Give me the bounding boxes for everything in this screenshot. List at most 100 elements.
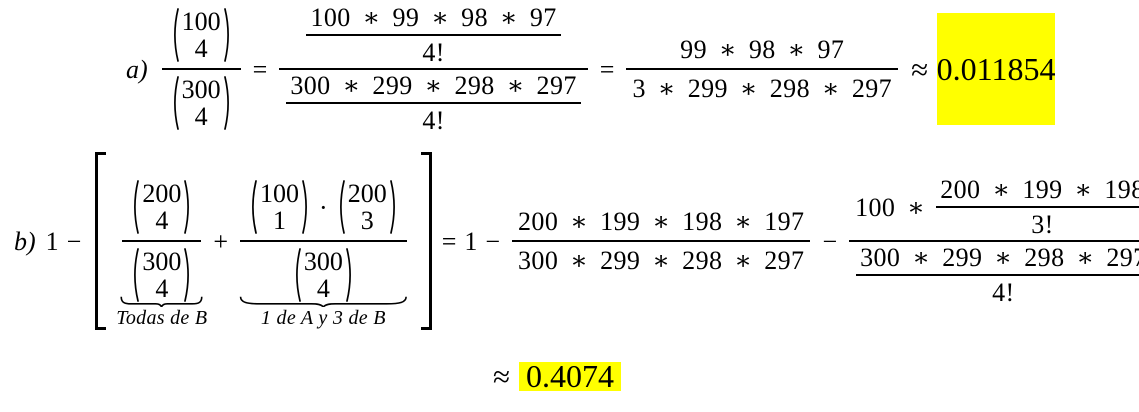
binom-bottom: 3 (360, 206, 374, 235)
binom-top: 300 (142, 247, 182, 276)
mini-denominator: 4! (856, 274, 1139, 306)
binom-top: 300 (303, 247, 343, 276)
binomial-stack: 100 1 (258, 180, 301, 234)
binom-top: 100 (260, 179, 300, 208)
denominator: 300 4 (161, 68, 241, 132)
mini-numerator: 200 ∗ 199 ∗ 198 (940, 175, 1139, 204)
fraction-expanded-b1: 200 ∗ 199 ∗ 198 ∗ 197 300 ∗ 299 ∗ 298 ∗ … (512, 207, 811, 275)
binom-bottom: 4 (194, 102, 208, 131)
numerator: 100 ∗ 200 ∗ 199 ∗ 198 3! (849, 176, 1139, 240)
fraction-term1: 200 4 300 4 (122, 178, 202, 304)
numerator: 99 ∗ 98 ∗ 97 (680, 35, 845, 64)
binomial-300-4: 300 4 (292, 247, 355, 303)
mini-fraction: 300 ∗ 299 ∗ 298 ∗ 297 4! (856, 244, 1139, 306)
minus-sign: − (822, 226, 838, 256)
minus-sign: − (66, 226, 82, 256)
left-paren-icon (339, 180, 345, 234)
binomial-stack: 300 4 (180, 76, 223, 130)
mini-fraction: 100 ∗ 99 ∗ 98 ∗ 97 4! (306, 3, 561, 66)
left-paren-icon (173, 8, 179, 62)
right-paren-icon (345, 248, 351, 302)
binom-bottom: 4 (194, 34, 208, 63)
left-paren-icon (252, 180, 257, 234)
highlighted-result-b: 0.4074 (519, 360, 622, 392)
number-one: 1 (45, 226, 59, 256)
fraction-expanded-a: 100 ∗ 99 ∗ 98 ∗ 97 4! 300 ∗ 299 ∗ 298 ∗ … (279, 4, 588, 134)
mini-denominator: 4! (306, 34, 561, 66)
mini-denominator: 3! (936, 206, 1139, 238)
minus-sign: − (485, 226, 501, 256)
binomial-stack: 100 4 (180, 8, 223, 62)
right-bracket-icon (420, 152, 432, 330)
right-paren-icon (389, 180, 395, 234)
result-line: ≈ 0.4074 (484, 356, 622, 396)
plus-sign: + (213, 226, 229, 256)
binomial-100-1: 100 1 (248, 179, 311, 235)
denominator: 300 ∗ 299 ∗ 298 ∗ 297 4! (279, 68, 588, 134)
left-paren-icon (134, 180, 140, 234)
fraction-binomial-ratio-a: 100 4 300 4 (161, 6, 241, 132)
item-label-a: a) (126, 54, 148, 84)
equation-a: a) 100 4 300 4 (126, 4, 1055, 134)
numerator: 100 1 · 200 3 (240, 178, 407, 240)
item-label-b: b) (14, 226, 36, 256)
highlighted-result-a: 0.011854 (937, 13, 1055, 125)
mini-numerator: 300 ∗ 299 ∗ 298 ∗ 297 (860, 243, 1139, 272)
denominator: 3 ∗ 299 ∗ 298 ∗ 297 (626, 68, 899, 103)
equals-sign: = (441, 226, 457, 256)
equals-sign: = (252, 54, 268, 84)
right-paren-icon (184, 248, 190, 302)
binomial-stack: 200 4 (140, 180, 183, 234)
denominator: 300 4 (122, 240, 202, 304)
fraction-simplified-a: 99 ∗ 98 ∗ 97 3 ∗ 299 ∗ 298 ∗ 297 (626, 35, 899, 103)
binom-bottom: 1 (273, 206, 287, 235)
binomial-stack: 300 4 (302, 248, 345, 302)
right-paren-icon (184, 180, 190, 234)
mini-fraction: 300 ∗ 299 ∗ 298 ∗ 297 4! (286, 71, 581, 134)
term-1-de-a-y-3-de-b: 100 1 · 200 3 (236, 178, 411, 329)
binom-bottom: 4 (155, 274, 169, 303)
number-one: 1 (464, 226, 478, 256)
numerator: 100 4 (162, 6, 241, 68)
mini-numerator: 300 ∗ 299 ∗ 298 ∗ 297 (290, 71, 577, 100)
right-paren-icon (223, 8, 229, 62)
binomial-200-3: 200 3 (336, 179, 399, 235)
mini-fraction: 200 ∗ 199 ∗ 198 3! (936, 176, 1139, 238)
right-paren-icon (223, 76, 229, 130)
binom-bottom: 4 (155, 206, 169, 235)
binom-top: 300 (181, 75, 221, 104)
dot-operator: · (319, 192, 328, 222)
binomial-100-4: 100 4 (170, 7, 233, 63)
right-paren-icon (302, 180, 307, 234)
binomial-200-4: 200 4 (130, 179, 193, 235)
annotation-term2: 1 de A y 3 de B (238, 296, 409, 329)
term-todas-de-b: 200 4 300 4 (116, 178, 207, 329)
binom-bottom: 4 (316, 274, 330, 303)
binomial-300-4: 300 4 (130, 247, 193, 303)
left-bracket-icon (95, 152, 107, 330)
fraction-term2: 100 1 · 200 3 (240, 178, 407, 304)
numerator: 100 ∗ 99 ∗ 98 ∗ 97 4! (279, 4, 587, 68)
denominator: 300 4 (240, 240, 407, 304)
binomial-stack: 300 4 (140, 248, 183, 302)
binomial-300-4: 300 4 (170, 75, 233, 131)
numerator: 200 ∗ 199 ∗ 198 ∗ 197 (518, 207, 805, 236)
equation-b: b) 1 − 200 4 (14, 152, 1139, 330)
numerator: 200 4 (122, 178, 201, 240)
underbrace-icon (120, 296, 203, 307)
annotation-label: Todas de B (116, 307, 208, 329)
left-paren-icon (295, 248, 301, 302)
left-paren-icon (173, 76, 179, 130)
equals-sign: = (599, 54, 615, 84)
mini-numerator: 100 ∗ 99 ∗ 98 ∗ 97 (310, 3, 557, 32)
binomial-stack: 200 3 (346, 180, 389, 234)
approx-sign: ≈ (493, 358, 511, 394)
numerator-prefix: 100 ∗ (855, 192, 926, 222)
binom-top: 200 (142, 179, 182, 208)
denominator: 300 ∗ 299 ∗ 298 ∗ 297 4! (849, 240, 1139, 306)
underbrace-icon (238, 296, 409, 307)
mini-denominator: 4! (286, 102, 581, 134)
binom-top: 100 (181, 7, 221, 36)
binom-top: 200 (347, 179, 387, 208)
